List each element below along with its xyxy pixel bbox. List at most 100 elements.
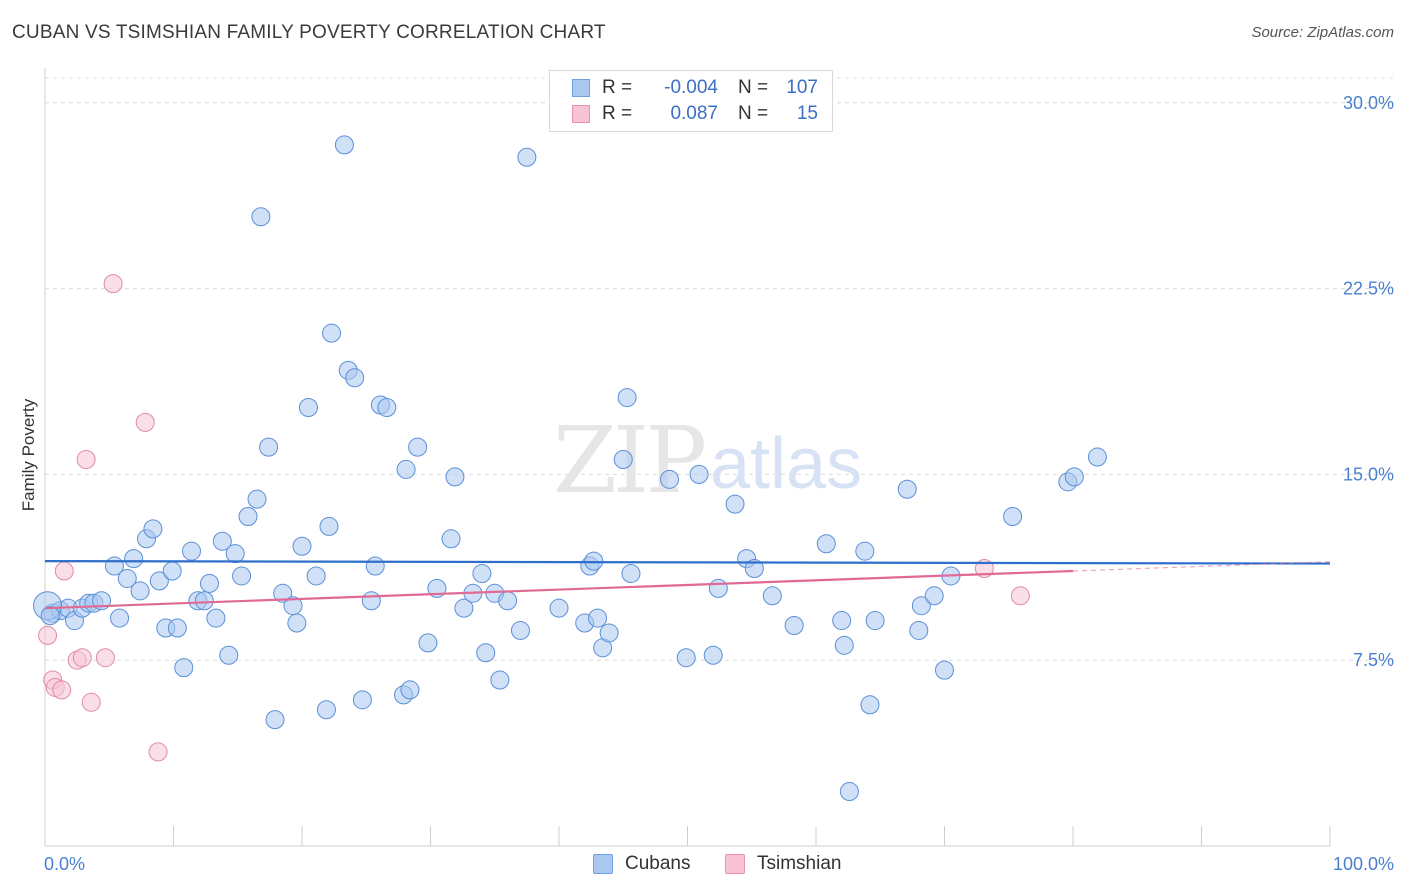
data-point	[621, 563, 641, 583]
data-point	[130, 581, 150, 601]
data-point	[599, 623, 619, 643]
series-legend: Cubans Tsimshian	[0, 850, 1406, 880]
data-point	[365, 556, 385, 576]
data-point	[40, 606, 60, 626]
data-point	[110, 608, 130, 628]
trend-line-tsimshian	[44, 569, 1074, 610]
data-point	[148, 742, 168, 762]
trend-line-tsimshian-extension	[1072, 561, 1331, 572]
legend-label-tsimshian: Tsimshian	[757, 853, 842, 874]
data-point	[319, 516, 339, 536]
data-point	[334, 135, 354, 155]
data-point	[935, 660, 954, 680]
legend-n-value: 15	[796, 103, 818, 124]
legend-row-cubans: R = -0.004 N = 107	[572, 76, 818, 100]
data-point	[316, 700, 336, 720]
y-tick-label: 7.5%	[1353, 650, 1394, 670]
watermark-atlas: atlas	[710, 424, 862, 504]
data-point	[238, 507, 258, 527]
watermark: ZIP atlas	[553, 407, 862, 514]
data-point	[517, 147, 537, 167]
data-point	[708, 578, 728, 598]
data-point	[909, 620, 929, 640]
data-point	[498, 591, 518, 611]
data-point	[613, 450, 633, 470]
legend-item-tsimshian: Tsimshian	[725, 853, 841, 875]
data-point	[247, 489, 267, 509]
y-axis-title: Family Poverty	[19, 398, 38, 511]
data-point	[117, 568, 137, 588]
data-point	[149, 571, 169, 591]
data-point	[167, 618, 187, 638]
series-cubans	[33, 135, 1107, 801]
data-point	[292, 536, 312, 556]
data-point	[352, 690, 372, 710]
chart-title: CUBAN VS TSIMSHIAN FAMILY POVERTY CORREL…	[12, 22, 606, 43]
data-point	[135, 412, 155, 432]
data-point	[454, 598, 474, 618]
data-point	[162, 561, 182, 581]
data-point	[181, 541, 201, 561]
data-point	[911, 596, 931, 616]
data-point	[490, 670, 510, 690]
x-tick-label: 0.0%	[44, 854, 85, 874]
data-point	[897, 479, 917, 499]
y-tick-label: 22.5%	[1343, 279, 1394, 299]
legend-r-label: R =	[602, 77, 633, 98]
data-point	[306, 566, 326, 586]
data-point	[725, 494, 745, 514]
data-point	[361, 591, 381, 611]
data-point	[865, 611, 885, 631]
source-label: Source: ZipAtlas.com	[1251, 24, 1394, 41]
data-point	[199, 573, 219, 593]
data-point	[212, 531, 232, 551]
data-point	[54, 561, 74, 581]
data-point	[408, 437, 428, 457]
legend-n-label: N =	[738, 103, 769, 124]
data-point	[860, 695, 880, 715]
legend-swatch-tsimshian	[725, 854, 745, 874]
data-point	[1003, 507, 1023, 527]
data-point	[1064, 467, 1084, 487]
data-point	[476, 643, 496, 663]
legend-r-value: 0.087	[670, 103, 718, 124]
data-point	[345, 368, 365, 388]
axes	[44, 68, 1331, 847]
data-point	[38, 625, 58, 645]
data-point	[251, 207, 271, 227]
data-point	[834, 635, 854, 655]
data-point	[510, 620, 530, 640]
legend-r-label: R =	[602, 103, 633, 124]
legend-label-cubans: Cubans	[625, 853, 691, 874]
data-point	[219, 645, 239, 665]
data-point	[377, 397, 397, 417]
data-point	[660, 469, 680, 489]
data-point	[174, 658, 194, 678]
x-tick-label: 100.0%	[1333, 854, 1394, 874]
legend-swatch-cubans	[593, 854, 613, 874]
data-point	[472, 563, 492, 583]
data-point	[287, 613, 307, 633]
data-point	[72, 648, 92, 668]
data-point	[298, 397, 318, 417]
data-point	[441, 529, 461, 549]
legend-swatch-tsimshian	[572, 105, 590, 123]
data-point	[689, 464, 709, 484]
data-point	[81, 692, 101, 712]
legend-n-label: N =	[738, 77, 769, 98]
data-point	[784, 616, 804, 636]
y-tick-label: 15.0%	[1343, 464, 1394, 484]
data-point	[855, 541, 875, 561]
trend-lines	[44, 559, 1331, 610]
data-point	[588, 608, 608, 628]
data-point	[273, 583, 293, 603]
legend-r-value: -0.004	[664, 77, 718, 98]
data-point	[52, 680, 72, 700]
legend-row-tsimshian: R = 0.087 N = 15	[572, 102, 818, 126]
trend-line-cubans	[44, 559, 1331, 565]
data-point	[549, 598, 569, 618]
data-point	[322, 323, 342, 343]
data-point	[143, 519, 163, 539]
data-point	[103, 274, 123, 294]
